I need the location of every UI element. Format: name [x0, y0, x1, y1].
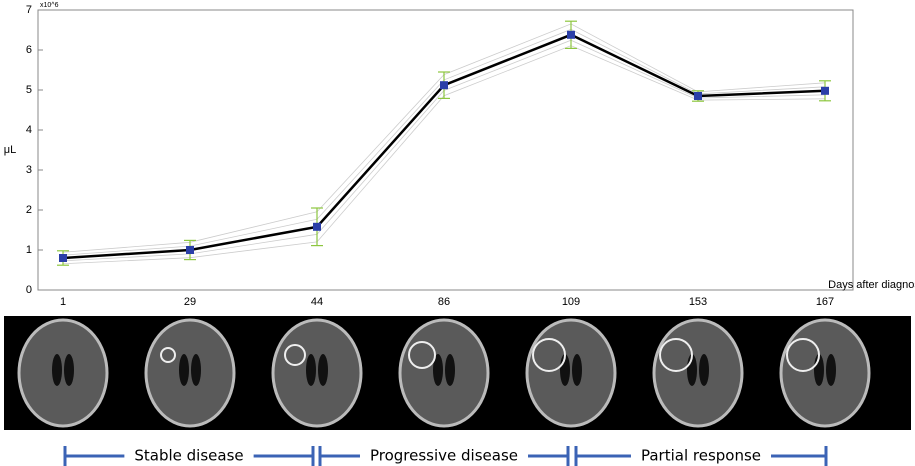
chart: x10^6 μL Days after diagnosis Stable dis…	[0, 0, 915, 466]
x-tick-label: 109	[562, 296, 580, 308]
y-multiplier: x10^6	[40, 2, 59, 9]
brain-scan	[400, 320, 488, 426]
marker	[186, 246, 194, 254]
y-tick-label: 7	[26, 4, 32, 16]
x-tick-label: 86	[438, 296, 450, 308]
y-tick-label: 6	[26, 44, 32, 56]
y-axis-label: μL	[4, 144, 16, 156]
brain-ventricle	[64, 354, 74, 386]
ensemble-line	[63, 24, 825, 252]
brain-scan	[527, 320, 615, 426]
marker	[313, 223, 321, 231]
marker	[59, 254, 67, 262]
x-tick-label: 29	[184, 296, 196, 308]
brain-scan	[146, 320, 234, 426]
x-tick-label: 167	[816, 296, 834, 308]
y-tick-label: 3	[26, 164, 32, 176]
phase-brackets: Stable disease Progressive disease Partial…	[65, 446, 826, 466]
brain-ventricle	[699, 354, 709, 386]
ensemble-line	[63, 29, 825, 255]
brain-ventricle	[179, 354, 189, 386]
x-tick-label: 1	[60, 296, 66, 308]
brain-scan	[273, 320, 361, 426]
y-tick-label: 1	[26, 244, 32, 256]
brain-ventricle	[318, 354, 328, 386]
marker	[694, 92, 702, 100]
x-tick-label: 44	[311, 296, 323, 308]
mean-line	[63, 35, 825, 258]
phase-label: Partial response	[641, 447, 761, 465]
brain-ventricle	[306, 354, 316, 386]
marker	[821, 87, 829, 95]
brain-ventricle	[52, 354, 62, 386]
brain-ventricle	[445, 354, 455, 386]
x-tick-label: 153	[689, 296, 707, 308]
y-tick-label: 2	[26, 204, 32, 216]
x-axis-label: Days after diagnosis	[828, 279, 915, 291]
brain-scan	[19, 320, 107, 426]
y-tick-label: 5	[26, 84, 32, 96]
phase-label: Stable disease	[134, 447, 243, 465]
brain-scan	[654, 320, 742, 426]
phase-label: Progressive disease	[370, 447, 518, 465]
brain-ventricle	[826, 354, 836, 386]
marker	[567, 31, 575, 39]
brain-scan	[781, 320, 869, 426]
y-tick-label: 4	[26, 124, 32, 136]
brain-ventricle	[191, 354, 201, 386]
y-tick-label: 0	[26, 284, 32, 296]
brain-ventricle	[572, 354, 582, 386]
marker	[440, 81, 448, 89]
